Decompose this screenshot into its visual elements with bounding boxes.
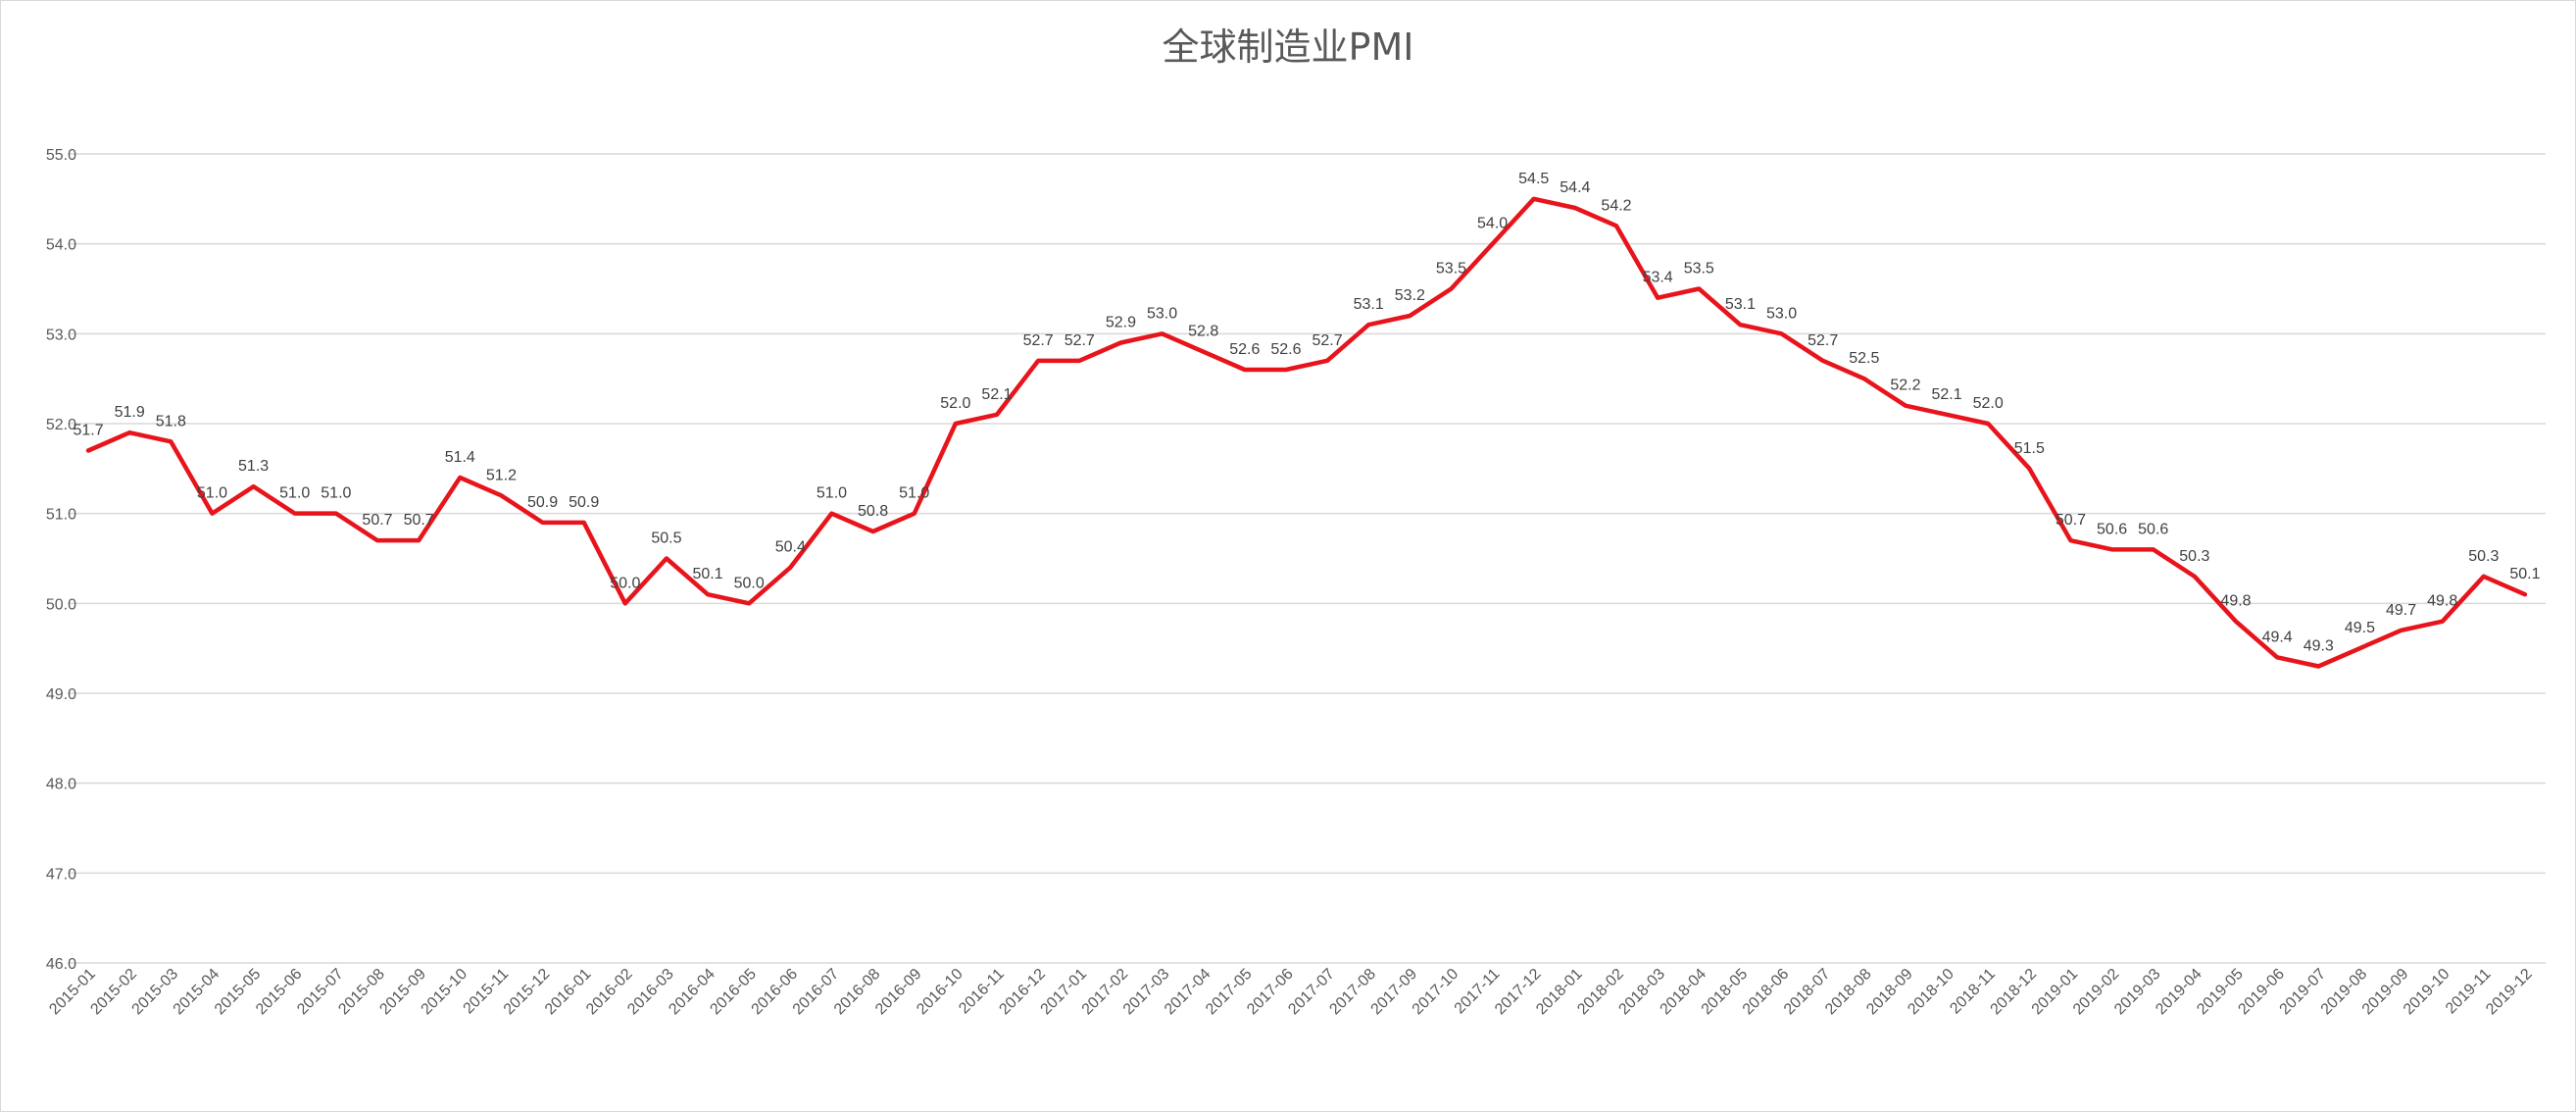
data-label: 52.8 [1188, 324, 1218, 340]
data-label: 50.1 [2509, 566, 2540, 582]
data-label: 50.1 [692, 566, 722, 582]
data-label: 50.4 [775, 539, 806, 556]
data-label: 49.7 [2386, 602, 2416, 619]
data-label: 49.8 [2220, 593, 2251, 610]
x-tick-label: 2016-10 [914, 966, 966, 1019]
data-label: 53.5 [1684, 261, 1714, 278]
grid-lines [68, 153, 2546, 964]
data-label: 51.0 [279, 485, 310, 502]
chart-title: 全球制造业PMI [1162, 25, 1414, 69]
pmi-series [85, 196, 2528, 669]
y-tick-label: 51.0 [46, 507, 76, 524]
data-label: 54.5 [1518, 171, 1549, 187]
data-label: 53.1 [1354, 296, 1384, 313]
data-label: 51.5 [2014, 440, 2045, 457]
data-label: 51.7 [73, 423, 103, 439]
y-tick-label: 54.0 [46, 237, 76, 254]
series-line [85, 196, 2528, 669]
data-label: 50.9 [527, 494, 558, 511]
data-label: 51.9 [115, 404, 145, 421]
data-label: 52.6 [1270, 341, 1301, 358]
data-label: 51.8 [156, 413, 186, 430]
data-label: 52.1 [981, 386, 1012, 403]
y-tick-label: 49.0 [46, 686, 76, 703]
data-label: 50.3 [2468, 548, 2499, 565]
data-label: 50.7 [362, 512, 392, 529]
data-label: 53.5 [1436, 261, 1466, 278]
data-label: 53.0 [1147, 305, 1177, 322]
data-label: 52.0 [940, 395, 970, 412]
data-label: 50.9 [569, 494, 599, 511]
data-label: 50.8 [858, 503, 888, 520]
data-label: 51.0 [197, 485, 227, 502]
data-label: 54.2 [1601, 197, 1631, 214]
y-tick-label: 55.0 [46, 147, 76, 164]
data-label: 49.3 [2304, 638, 2334, 655]
data-label: 50.5 [651, 531, 681, 547]
y-tick-label: 46.0 [46, 956, 76, 973]
y-tick-label: 47.0 [46, 866, 76, 883]
data-label: 52.6 [1229, 341, 1260, 358]
x-tick-label: 2015-10 [419, 966, 471, 1019]
data-label: 51.4 [445, 449, 475, 466]
data-label: 53.1 [1725, 296, 1756, 313]
data-label: 50.6 [2097, 521, 2127, 537]
data-label: 53.0 [1766, 305, 1797, 322]
y-tick-label: 53.0 [46, 327, 76, 343]
data-label: 52.9 [1106, 315, 1136, 331]
x-axis-ticks: 2015-012015-022015-032015-042015-052015-… [46, 966, 2535, 1019]
data-label: 50.7 [404, 512, 434, 529]
data-label: 49.5 [2345, 620, 2375, 636]
data-label: 50.0 [610, 575, 640, 591]
y-tick-label: 48.0 [46, 777, 76, 793]
data-label: 52.2 [1890, 378, 1920, 394]
data-label: 51.0 [321, 485, 351, 502]
data-label: 52.7 [1065, 332, 1095, 349]
data-label: 49.4 [2262, 629, 2293, 645]
data-label: 50.3 [2179, 548, 2209, 565]
data-label: 52.7 [1312, 332, 1342, 349]
data-label: 54.0 [1477, 216, 1508, 232]
data-label: 53.2 [1395, 287, 1425, 304]
data-label: 51.3 [238, 458, 269, 475]
data-label: 52.0 [1973, 395, 2004, 412]
x-tick-label: 2017-10 [1410, 966, 1462, 1019]
y-tick-label: 52.0 [46, 417, 76, 433]
data-label: 52.7 [1023, 332, 1054, 349]
y-tick-label: 50.0 [46, 596, 76, 613]
data-label: 51.0 [817, 485, 847, 502]
x-tick-label: 2018-10 [1905, 966, 1957, 1019]
x-tick-label: 2019-12 [2483, 966, 2536, 1019]
data-label: 50.7 [2056, 512, 2086, 529]
data-label: 52.7 [1808, 332, 1838, 349]
data-label: 53.4 [1643, 270, 1673, 286]
data-label: 54.4 [1560, 179, 1590, 196]
data-label: 52.1 [1931, 386, 1961, 403]
data-label: 51.0 [899, 485, 929, 502]
data-label: 52.5 [1849, 350, 1879, 367]
data-label: 49.8 [2427, 593, 2457, 610]
y-axis-ticks: 46.0 47.0 48.0 49.0 50.0 51.0 52.0 53.0 54.0 55.0 [46, 147, 76, 973]
data-labels: 51.7 51.9 51.8 51.0 51.3 51.0 51.0 50.7 50.7 51.4… [73, 171, 2540, 655]
data-label: 51.2 [486, 467, 517, 483]
data-label: 50.0 [734, 575, 765, 591]
x-tick-label: 2019-10 [2401, 966, 2453, 1019]
data-label: 50.6 [2138, 521, 2168, 537]
